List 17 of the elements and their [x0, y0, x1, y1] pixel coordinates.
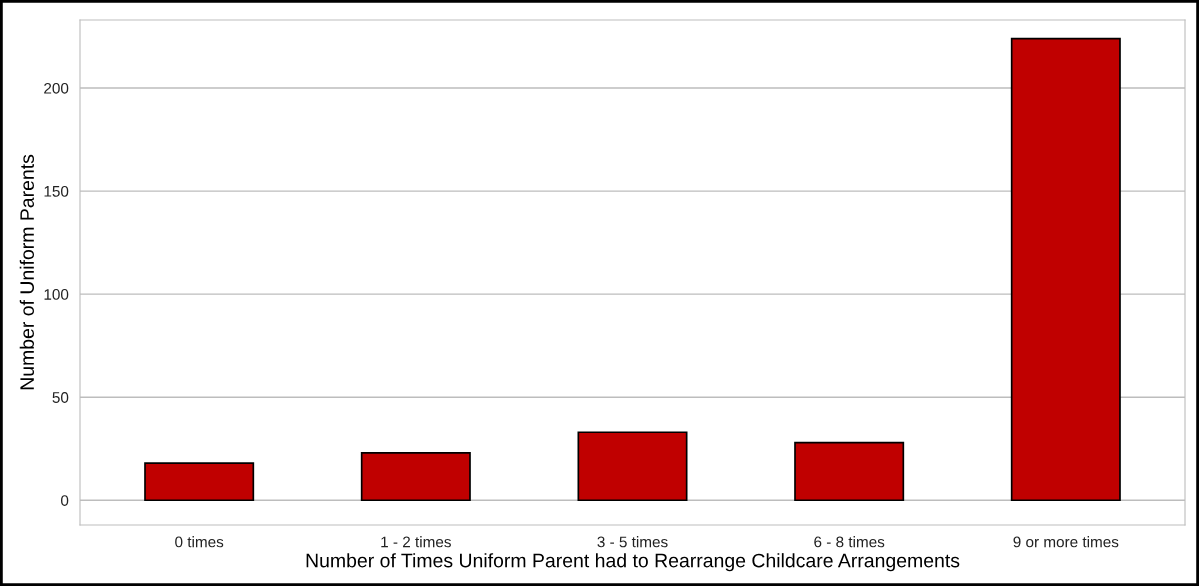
x-tick-label: 6 - 8 times — [814, 536, 885, 548]
y-tick-label: 200 — [44, 82, 69, 94]
bar — [360, 452, 471, 502]
y-tick-label: 0 — [60, 495, 69, 506]
x-tick-label: 0 times — [175, 536, 224, 548]
x-tick-label: 1 - 2 times — [381, 536, 451, 548]
bar — [577, 431, 688, 502]
x-axis-title: Number of Times Uniform Parent had to Rearrange Childcare Arrangements — [306, 553, 960, 572]
y-tick-label: 150 — [44, 185, 69, 197]
bar — [1010, 37, 1121, 502]
x-tick-label: 9 or more times — [1013, 536, 1119, 548]
bar — [144, 462, 255, 502]
y-tick-label: 50 — [52, 392, 69, 403]
y-tick-label: 100 — [44, 289, 69, 300]
y-axis-title: Number of Uniform Parents — [19, 154, 34, 390]
bar — [794, 441, 905, 502]
x-tick-label: 3 - 5 times — [597, 536, 668, 548]
